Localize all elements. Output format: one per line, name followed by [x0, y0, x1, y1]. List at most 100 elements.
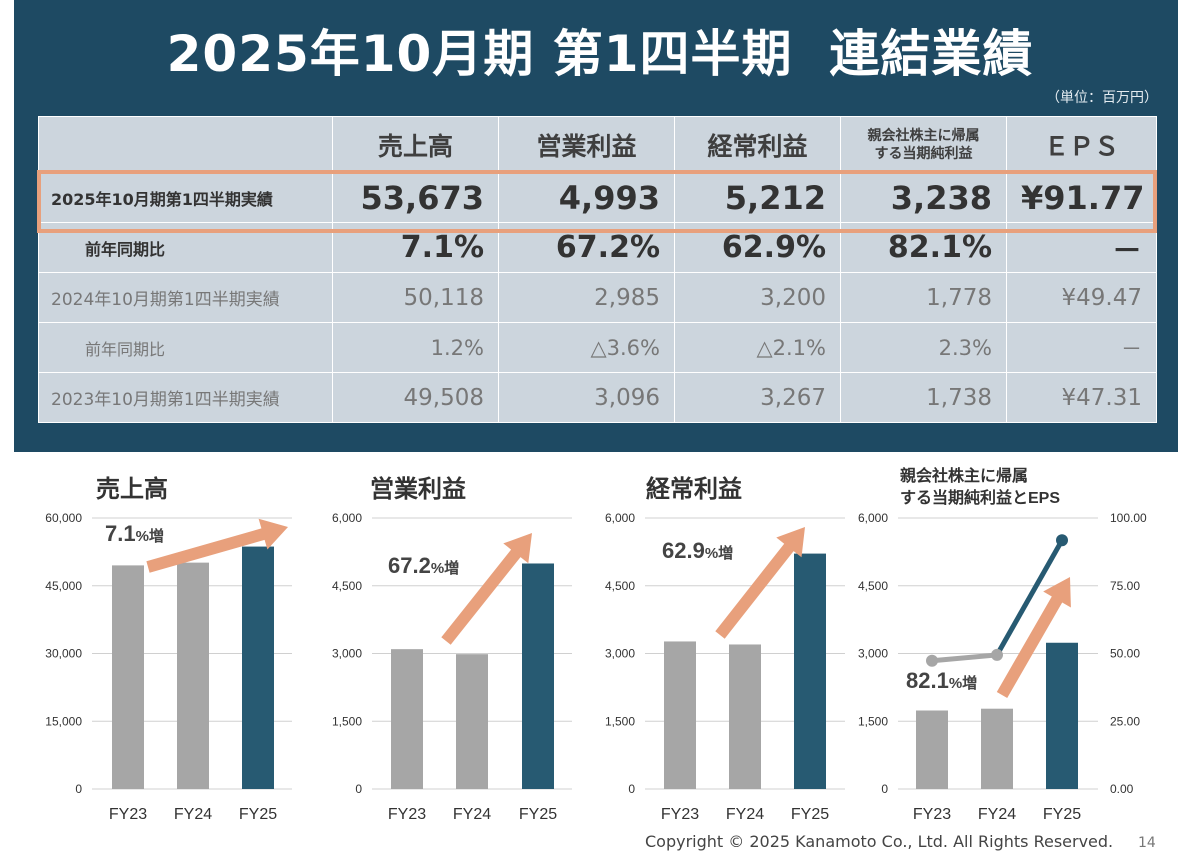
table-cell: ¥91.77	[1006, 172, 1157, 223]
bar	[664, 641, 696, 789]
row-label: 2023年10月期第1四半期実績	[38, 372, 333, 423]
table-header-cell: 経常利益	[674, 116, 841, 173]
table-header-cell: 営業利益	[498, 116, 675, 173]
x-tick-label: FY25	[519, 806, 557, 823]
charts-area: 売上高 0 15,000 30,000 45,000 60,000 FY23 FY24 FY25…	[45, 466, 1147, 823]
table-row: 2023年10月期第1四半期実績 49,508 3,096 3,267 1,73…	[38, 372, 1157, 423]
slide-title: 2025年10月期 第1四半期 連結業績	[166, 25, 1034, 83]
x-tick-label: FY25	[1043, 806, 1081, 823]
table-cell: ¥49.47	[1006, 272, 1157, 323]
table-row: 2024年10月期第1四半期実績 50,118 2,985 3,200 1,77…	[38, 272, 1157, 323]
x-tick-label: FY23	[913, 806, 951, 823]
table-cell: 1.2%	[332, 322, 499, 373]
y-tick-label: 4,500	[605, 579, 635, 593]
x-tick-label: FY24	[174, 806, 212, 823]
bar	[112, 565, 144, 789]
x-tick-label: FY23	[661, 806, 699, 823]
growth-annotation: 7.1%増	[105, 521, 164, 546]
table-cell: 50,118	[332, 272, 499, 323]
bar	[177, 562, 209, 789]
table-header-row: 売上高 営業利益 経常利益 親会社株主に帰属 する当期純利益 ＥＰＳ	[38, 116, 1157, 173]
y-tick-label: 1,500	[605, 714, 635, 728]
y-tick-label: 4,500	[858, 579, 888, 593]
y-tick-label: 0	[881, 782, 888, 796]
bar	[916, 710, 948, 789]
table-cell: 2.3%	[840, 322, 1007, 373]
growth-annotation: 67.2%増	[388, 553, 459, 578]
table-cell: 7.1%	[332, 222, 499, 273]
table-cell: －	[1006, 322, 1157, 373]
results-table: 売上高 営業利益 経常利益 親会社株主に帰属 する当期純利益 ＥＰＳ 2025年1…	[38, 116, 1157, 423]
table-cell: 5,212	[674, 172, 841, 223]
eps-line-segment	[931, 652, 998, 664]
row-label: 前年同期比	[38, 222, 333, 273]
y-tick-label: 45,000	[45, 579, 82, 593]
table-cell: －	[1006, 222, 1157, 273]
y-tick-label: 1,500	[332, 714, 362, 728]
table-row: 前年同期比 7.1% 67.2% 62.9% 82.1% －	[38, 222, 1157, 273]
table-cell: △3.6%	[498, 322, 675, 373]
table-row: 2025年10月期第1四半期実績 53,673 4,993 5,212 3,23…	[38, 172, 1157, 223]
x-tick-label: FY24	[978, 806, 1016, 823]
bar	[1046, 642, 1078, 789]
chart-title: する当期純利益とEPS	[900, 488, 1060, 507]
table-cell: 53,673	[332, 172, 499, 223]
growth-arrow	[146, 518, 288, 573]
y-tick-label: 1,500	[858, 714, 888, 728]
x-tick-label: FY24	[726, 806, 764, 823]
bar	[794, 553, 826, 789]
y2-tick-label: 25.00	[1110, 714, 1140, 728]
bar	[242, 546, 274, 789]
eps-line-segment	[994, 539, 1065, 657]
y-tick-label: 4,500	[332, 579, 362, 593]
table-cell: 3,096	[498, 372, 675, 423]
growth-arrow	[996, 577, 1071, 698]
page-number: 14	[1138, 835, 1156, 851]
row-label: 2024年10月期第1四半期実績	[38, 272, 333, 323]
table-cell: △2.1%	[674, 322, 841, 373]
growth-annotation: 62.9%増	[662, 538, 733, 563]
table-row: 前年同期比 1.2% △3.6% △2.1% 2.3% －	[38, 322, 1157, 373]
table-cell: ¥47.31	[1006, 372, 1157, 423]
y2-tick-label: 75.00	[1110, 579, 1140, 593]
y2-tick-label: 100.00	[1110, 511, 1147, 525]
chart-title: 売上高	[96, 475, 168, 503]
table-cell: 67.2%	[498, 222, 675, 273]
y-tick-label: 6,000	[858, 511, 888, 525]
table-cell: 2,985	[498, 272, 675, 323]
row-label: 前年同期比	[38, 322, 333, 373]
table-cell: 4,993	[498, 172, 675, 223]
bar	[391, 649, 423, 789]
table-cell: 3,200	[674, 272, 841, 323]
row-label: 2025年10月期第1四半期実績	[38, 172, 333, 223]
chart-title: 経常利益	[646, 475, 742, 503]
y-tick-label: 3,000	[332, 647, 362, 661]
eps-point	[991, 648, 1003, 661]
growth-arrow	[715, 527, 805, 639]
unit-note: （単位：百万円）	[1046, 90, 1158, 106]
table-cell: 1,778	[840, 272, 1007, 323]
table-header-cell	[38, 116, 333, 173]
y-tick-label: 60,000	[45, 511, 82, 525]
growth-annotation: 82.1%増	[906, 668, 977, 693]
y-tick-label: 3,000	[858, 647, 888, 661]
net-income-header-label: 親会社株主に帰属 する当期純利益	[867, 127, 980, 162]
table-header-cell: ＥＰＳ	[1006, 116, 1157, 173]
growth-arrow	[441, 533, 532, 645]
y2-tick-label: 50.00	[1110, 647, 1140, 661]
x-tick-label: FY23	[388, 806, 426, 823]
y-tick-label: 3,000	[605, 647, 635, 661]
x-tick-label: FY25	[239, 806, 277, 823]
table-cell: 62.9%	[674, 222, 841, 273]
bar	[981, 708, 1013, 789]
y-tick-label: 6,000	[332, 511, 362, 525]
table-header-cell: 親会社株主に帰属 する当期純利益	[840, 116, 1007, 173]
y-tick-label: 15,000	[45, 714, 82, 728]
x-tick-label: FY25	[791, 806, 829, 823]
table-cell: 3,238	[840, 172, 1007, 223]
y-tick-label: 0	[355, 782, 362, 796]
y-tick-label: 0	[628, 782, 635, 796]
x-tick-label: FY23	[109, 806, 147, 823]
y-tick-label: 6,000	[605, 511, 635, 525]
copyright-text: Copyright © 2025 Kanamoto Co., Ltd. All …	[645, 832, 1114, 851]
